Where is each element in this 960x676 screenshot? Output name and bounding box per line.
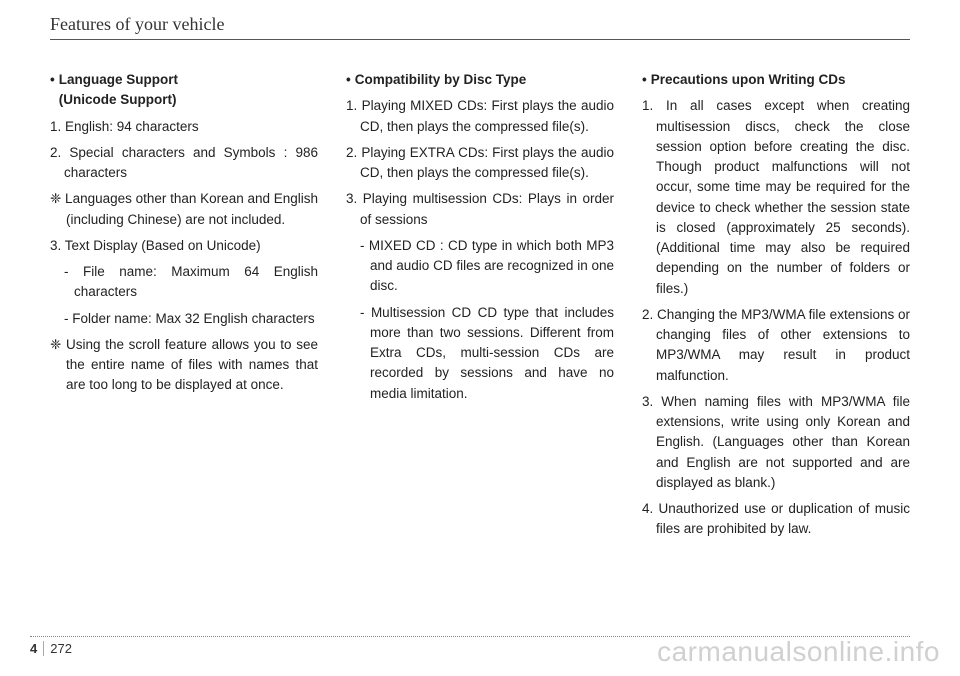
sub-item: - Folder name: Max 32 English characters: [50, 309, 318, 329]
title-text: Precautions upon Writing CDs: [651, 70, 846, 90]
section-title-precautions: • Precautions upon Writing CDs: [642, 70, 910, 90]
content-area: • Language Support (Unicode Support) 1. …: [50, 70, 910, 546]
bullet-icon: •: [346, 70, 351, 90]
bullet-icon: •: [50, 70, 55, 90]
title-line1: Language Support: [59, 72, 178, 87]
note-item: ❈ Using the scroll feature allows you to…: [50, 335, 318, 396]
header-title: Features of your vehicle: [50, 14, 910, 35]
list-item: 3. Playing multisession CDs: Plays in or…: [346, 189, 614, 230]
list-item: 3. When naming files with MP3/WMA file e…: [642, 392, 910, 493]
page-number: 272: [50, 641, 72, 656]
section-title-compatibility: • Compatibility by Disc Type: [346, 70, 614, 90]
list-item: 2. Special characters and Symbols : 986 …: [50, 143, 318, 184]
list-item: 4. Unauthorized use or duplication of mu…: [642, 499, 910, 540]
sub-item: - MIXED CD : CD type in which both MP3 a…: [346, 236, 614, 297]
list-item: 3. Text Display (Based on Unicode): [50, 236, 318, 256]
watermark-text: carmanualsonline.info: [657, 636, 940, 668]
title-text: Compatibility by Disc Type: [355, 70, 527, 90]
chapter-number: 4: [30, 641, 44, 656]
list-item: 1. In all cases except when creating mul…: [642, 96, 910, 299]
list-item: 1. Playing MIXED CDs: First plays the au…: [346, 96, 614, 137]
page-header: Features of your vehicle: [50, 14, 910, 40]
column-3: • Precautions upon Writing CDs 1. In all…: [642, 70, 910, 546]
bullet-icon: •: [642, 70, 647, 90]
list-item: 2. Changing the MP3/WMA file extensions …: [642, 305, 910, 386]
list-item: 2. Playing EXTRA CDs: First plays the au…: [346, 143, 614, 184]
column-1: • Language Support (Unicode Support) 1. …: [50, 70, 318, 546]
title-line2: (Unicode Support): [59, 92, 177, 107]
column-2: • Compatibility by Disc Type 1. Playing …: [346, 70, 614, 546]
note-item: ❈ Languages other than Korean and Englis…: [50, 189, 318, 230]
sub-item: - Multisession CD CD type that includes …: [346, 303, 614, 404]
list-item: 1. English: 94 characters: [50, 117, 318, 137]
section-title-language: • Language Support (Unicode Support): [50, 70, 318, 111]
sub-item: - File name: Maximum 64 English characte…: [50, 262, 318, 303]
page-container: Features of your vehicle • Language Supp…: [0, 0, 960, 676]
title-text: Language Support (Unicode Support): [59, 70, 178, 111]
